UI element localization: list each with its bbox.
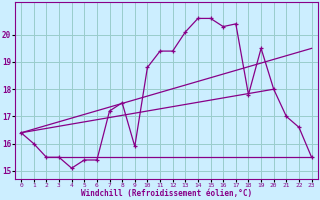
X-axis label: Windchill (Refroidissement éolien,°C): Windchill (Refroidissement éolien,°C) xyxy=(81,189,252,198)
